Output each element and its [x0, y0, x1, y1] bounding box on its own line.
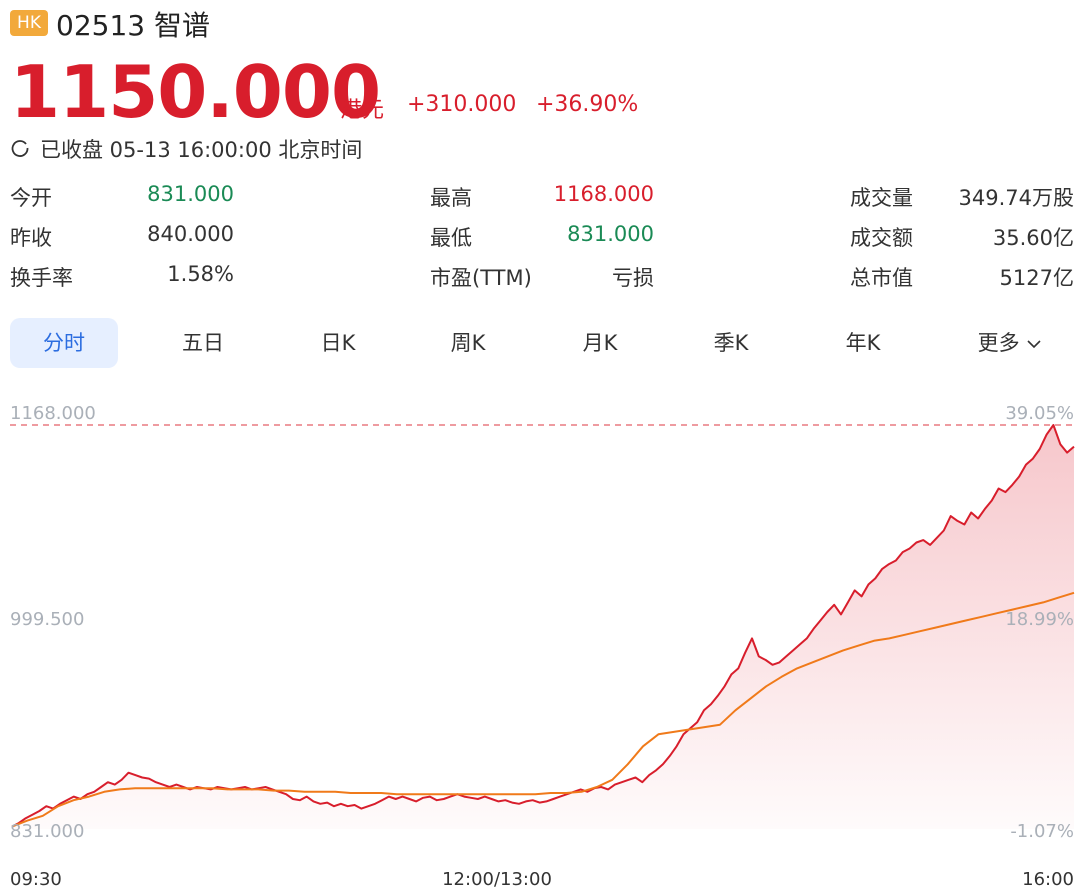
high-label: 最高 [430, 186, 472, 210]
market-cap-label: 总市值 [850, 266, 913, 290]
x-tick-label-midday: 12:00/13:00 [442, 869, 552, 887]
market-cap-value: 5127亿 [999, 266, 1074, 290]
tab-more-label: 更多 [977, 331, 1020, 355]
stock-title: 02513 智谱 [56, 9, 210, 42]
chevron-down-icon [1027, 340, 1041, 349]
volume-label: 成交量 [850, 186, 913, 210]
x-tick-label-open: 09:30 [10, 869, 62, 887]
tab-intraday[interactable]: 分时 [10, 318, 118, 368]
market-status: 已收盘 05-13 16:00:00 北京时间 [40, 138, 363, 162]
amount-label: 成交额 [850, 226, 913, 250]
x-tick-label-close: 16:00 [1022, 869, 1074, 887]
price-change: +310.000 [407, 92, 517, 117]
tab-yearly-k[interactable]: 年K [845, 331, 881, 355]
pct-tick-label-high: 39.05% [1005, 403, 1074, 424]
y-tick-label-low: 831.000 [10, 821, 84, 842]
pct-tick-label-low: -1.07% [1010, 821, 1074, 842]
tab-more[interactable]: 更多 [960, 318, 1060, 368]
current-price: 1150.000 [10, 50, 381, 134]
pe-label: 市盈(TTM) [430, 266, 532, 290]
average-price-line [11, 591, 1075, 828]
y-tick-label-high: 1168.000 [10, 403, 96, 424]
low-value: 831.000 [567, 222, 654, 246]
price-change-percent: +36.90% [536, 92, 639, 117]
open-value: 831.000 [147, 182, 234, 206]
pct-tick-label-mid: 18.99% [1005, 609, 1074, 630]
volume-value: 349.74万股 [958, 186, 1074, 210]
prev-close-label: 昨收 [10, 226, 52, 250]
pe-value: 亏损 [612, 266, 654, 290]
tab-monthly-k[interactable]: 月K [582, 331, 618, 355]
price-area-fill [12, 425, 1074, 829]
turnover-rate-label: 换手率 [10, 266, 73, 290]
high-value: 1168.000 [553, 182, 654, 206]
tab-quarterly-k[interactable]: 季K [713, 331, 749, 355]
market-badge: HK [10, 10, 48, 36]
turnover-rate-value: 1.58% [167, 262, 234, 286]
amount-value: 35.60亿 [992, 226, 1074, 250]
intraday-chart[interactable]: 1168.000 999.500 831.000 39.05% 18.99% -… [0, 395, 1080, 887]
tab-daily-k[interactable]: 日K [320, 331, 356, 355]
prev-close-value: 840.000 [147, 222, 234, 246]
y-tick-label-mid: 999.500 [10, 609, 84, 630]
tab-five-day[interactable]: 五日 [182, 331, 224, 355]
low-label: 最低 [430, 226, 472, 250]
open-label: 今开 [10, 186, 52, 210]
currency-label: 港元 [340, 98, 385, 123]
clock-icon [11, 140, 29, 157]
tab-weekly-k[interactable]: 周K [450, 331, 486, 355]
